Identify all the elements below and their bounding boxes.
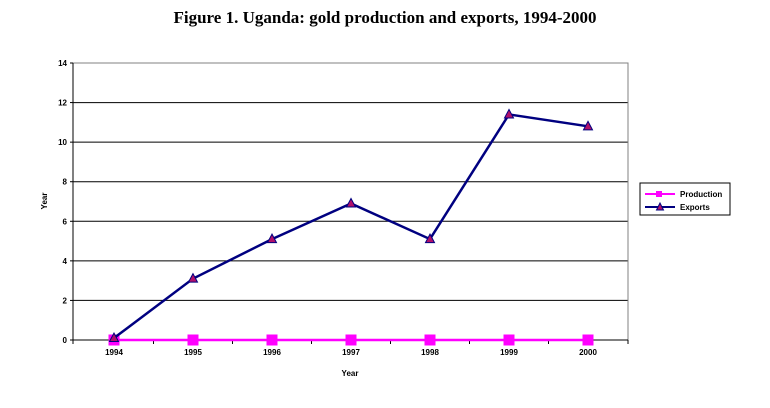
x-axis-label: Year	[342, 369, 359, 378]
y-tick-label: 10	[58, 138, 67, 147]
y-tick-label: 2	[63, 296, 68, 305]
x-tick-label: 1999	[500, 348, 518, 357]
legend-item-production: Production	[645, 190, 722, 199]
exports-point	[345, 197, 357, 208]
chart-title: Figure 1. Uganda: gold production and ex…	[173, 8, 597, 27]
y-tick-label: 4	[63, 257, 68, 266]
series-exports	[108, 108, 594, 343]
y-tick-labels: 0 2 4 6 8 10 12 14	[58, 59, 67, 345]
legend-marker	[656, 191, 662, 197]
x-tick-label: 1997	[342, 348, 360, 357]
production-point	[187, 334, 199, 346]
exports-point	[424, 233, 436, 244]
series-production	[108, 334, 594, 346]
x-tick-label: 1996	[263, 348, 281, 357]
series-group	[108, 108, 594, 346]
y-tick-label: 8	[63, 178, 68, 187]
exports-point	[266, 233, 278, 244]
exports-point	[187, 272, 199, 283]
y-tick-label: 14	[58, 59, 67, 68]
exports-line	[113, 113, 589, 340]
y-tick-label: 6	[63, 217, 68, 226]
legend-label: Production	[680, 190, 722, 199]
production-point	[503, 334, 515, 346]
legend: Production Exports	[639, 182, 731, 216]
legend-item-exports: Exports	[645, 201, 710, 212]
x-tick-label: 1995	[184, 348, 202, 357]
production-point	[345, 334, 357, 346]
production-point	[424, 334, 436, 346]
y-tick-label: 12	[58, 99, 67, 108]
x-tick-label: 1998	[421, 348, 439, 357]
exports-point	[108, 331, 120, 343]
legend-box	[639, 182, 731, 216]
x-tick-label: 2000	[579, 348, 597, 357]
production-point	[266, 334, 278, 346]
x-tick-label: 1994	[105, 348, 123, 357]
gridlines	[73, 62, 628, 301]
x-tick-labels: 1994 1995 1996 1997 1998 1999 2000	[105, 348, 597, 357]
legend-label: Exports	[680, 203, 710, 212]
production-point	[582, 334, 594, 346]
y-axis-label: Year	[40, 193, 49, 210]
exports-point	[503, 108, 515, 119]
legend-marker	[655, 201, 665, 211]
exports-point	[582, 120, 594, 131]
y-tick-label: 0	[63, 336, 68, 345]
